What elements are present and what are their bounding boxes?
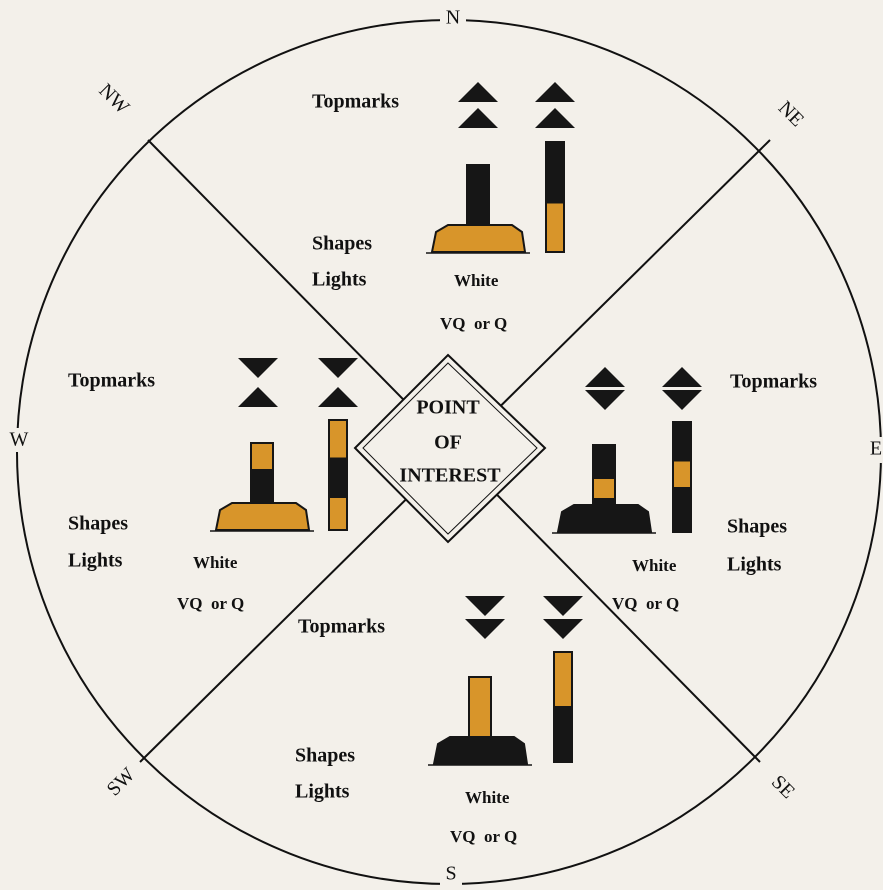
buoy-band bbox=[546, 142, 564, 203]
buoy-base bbox=[434, 737, 527, 764]
topmark-cone bbox=[318, 387, 358, 407]
lights-label: Lights bbox=[312, 269, 367, 291]
compass-e: E bbox=[870, 438, 882, 460]
lights-label: Lights bbox=[727, 554, 782, 576]
topmark-cone bbox=[535, 82, 575, 102]
topmark-cone bbox=[585, 390, 625, 410]
buoy-base bbox=[216, 503, 309, 530]
buoy-band bbox=[593, 478, 615, 499]
buoy-base bbox=[432, 225, 525, 252]
buoy-band bbox=[469, 677, 491, 737]
compass-se: SE bbox=[767, 771, 799, 803]
topmark-cone bbox=[238, 387, 278, 407]
topmark-cone bbox=[662, 367, 702, 387]
buoy-band bbox=[329, 459, 347, 498]
buoy-band bbox=[329, 497, 347, 530]
lights-label: Lights bbox=[295, 781, 350, 803]
lights-label: Lights bbox=[68, 550, 123, 572]
compass-nw: NW bbox=[94, 79, 133, 118]
compass-n: N bbox=[446, 7, 460, 29]
light-rhythm: VQ or Q bbox=[440, 314, 507, 333]
buoy-band bbox=[467, 165, 489, 225]
light-rhythm: VQ or Q bbox=[450, 827, 517, 846]
buoy-band bbox=[554, 707, 572, 762]
compass-ne: NE bbox=[774, 97, 808, 131]
buoy-band bbox=[673, 488, 691, 532]
topmark-cone bbox=[585, 367, 625, 387]
shapes-label: Shapes bbox=[312, 233, 372, 255]
light-rhythm: VQ or Q bbox=[177, 594, 244, 613]
light-rhythm: VQ or Q bbox=[612, 594, 679, 613]
center-label: INTEREST bbox=[399, 465, 501, 487]
buoy-band bbox=[251, 443, 273, 470]
buoy-band bbox=[546, 203, 564, 253]
light-color: White bbox=[465, 788, 510, 807]
compass-sw: SW bbox=[103, 764, 140, 801]
topmark-cone bbox=[238, 358, 278, 378]
topmark-cone bbox=[465, 596, 505, 616]
topmarks-label: Topmarks bbox=[298, 616, 385, 638]
buoy-band bbox=[329, 420, 347, 459]
topmark-cone bbox=[543, 596, 583, 616]
cardinal-marks-diagram: N NE E SE S SW W NW POINT OF INTEREST To… bbox=[0, 0, 883, 890]
center-label: OF bbox=[434, 432, 462, 454]
topmark-cone bbox=[318, 358, 358, 378]
topmark-cone bbox=[535, 108, 575, 128]
compass-w: W bbox=[10, 429, 29, 451]
buoy-band bbox=[593, 499, 615, 505]
compass-s: S bbox=[445, 863, 456, 885]
light-color: White bbox=[632, 556, 677, 575]
shapes-label: Shapes bbox=[68, 513, 128, 535]
topmark-cone bbox=[662, 390, 702, 410]
buoy-band bbox=[554, 652, 572, 707]
buoy-band bbox=[673, 422, 691, 461]
light-color: White bbox=[193, 553, 238, 572]
light-color: White bbox=[454, 271, 499, 290]
topmarks-label: Topmarks bbox=[68, 370, 155, 392]
shapes-label: Shapes bbox=[295, 745, 355, 767]
shapes-label: Shapes bbox=[727, 516, 787, 538]
center-label: POINT bbox=[416, 397, 480, 419]
topmark-cone bbox=[465, 619, 505, 639]
buoy-band bbox=[251, 470, 273, 503]
topmark-cone bbox=[543, 619, 583, 639]
buoy-band bbox=[673, 461, 691, 489]
buoy-band bbox=[593, 445, 615, 478]
topmarks-label: Topmarks bbox=[730, 371, 817, 393]
topmark-cone bbox=[458, 82, 498, 102]
topmarks-label: Topmarks bbox=[312, 91, 399, 113]
topmark-cone bbox=[458, 108, 498, 128]
buoy-base bbox=[558, 505, 651, 532]
